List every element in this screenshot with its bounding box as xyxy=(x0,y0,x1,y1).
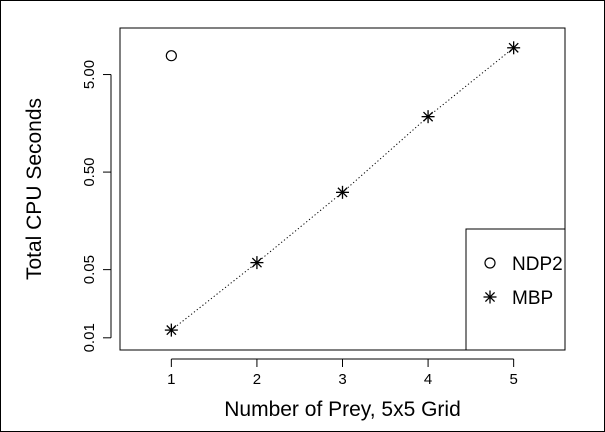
y-tick-label-2: 0.50 xyxy=(81,157,98,186)
legend-marker-MBP xyxy=(483,290,497,304)
point-MBP-1 xyxy=(164,323,178,337)
legend: NDP2 MBP xyxy=(465,228,566,351)
series-layer xyxy=(164,41,521,337)
y-axis-label: Total CPU Seconds xyxy=(23,98,46,280)
point-NDP2-1 xyxy=(165,50,177,62)
y-tick-label-3: 5.00 xyxy=(81,60,98,89)
x-tick-label-5: 5 xyxy=(509,371,517,388)
x-axis-label: Number of Prey, 5x5 Grid xyxy=(224,398,461,421)
plot-area xyxy=(119,27,566,351)
y-tick-label-1: 0.05 xyxy=(81,255,98,284)
legend-item-MBP: MBP xyxy=(483,288,553,309)
series-NDP2 xyxy=(165,50,177,62)
x-tick-label-3: 3 xyxy=(338,371,346,388)
legend-item-NDP2: NDP2 xyxy=(484,254,563,275)
x-tick-label-1: 1 xyxy=(167,371,175,388)
legend-label-NDP2: NDP2 xyxy=(512,254,563,275)
point-MBP-5 xyxy=(507,41,521,55)
x-tick-label-4: 4 xyxy=(424,371,432,388)
y-axis: 0.01 0.05 0.50 5.00 xyxy=(81,60,112,352)
point-MBP-4 xyxy=(421,110,435,124)
legend-label-MBP: MBP xyxy=(512,288,553,309)
x-tick-label-2: 2 xyxy=(253,371,261,388)
point-MBP-3 xyxy=(336,185,349,199)
legend-box xyxy=(465,228,566,351)
point-MBP-2 xyxy=(250,256,264,270)
series-MBP xyxy=(164,41,521,337)
legend-marker-NDP2 xyxy=(484,257,496,269)
x-axis: 1 2 3 4 5 xyxy=(167,358,518,388)
y-tick-label-0: 0.01 xyxy=(81,323,98,352)
